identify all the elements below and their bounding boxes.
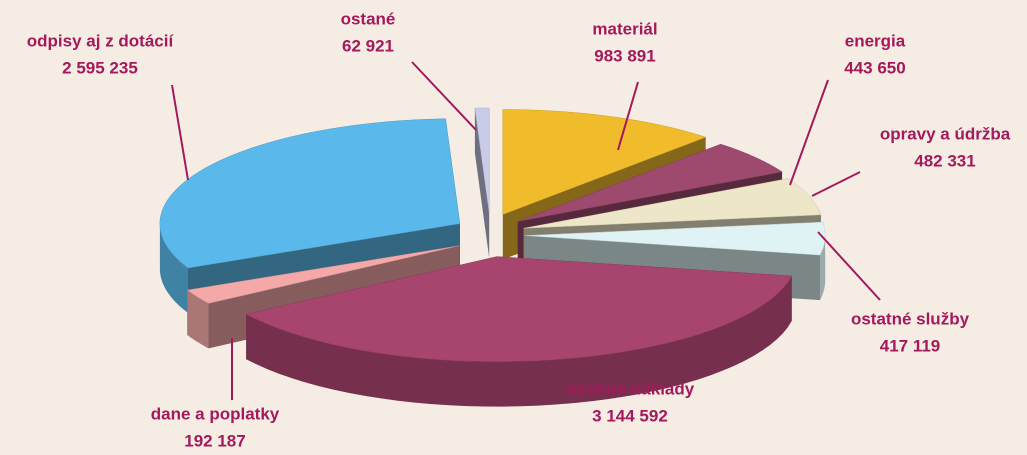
slice-label: odpisy aj z dotácií <box>27 31 175 50</box>
value-label: 192 187 <box>184 431 245 450</box>
slice-label: dane a poplatky <box>151 404 280 423</box>
value-label: 2 595 235 <box>62 58 138 77</box>
leader-line <box>171 84 189 181</box>
slice <box>502 109 707 215</box>
slice-side <box>159 223 188 313</box>
value-label: 417 119 <box>880 336 941 355</box>
slice-wall <box>474 108 490 258</box>
slice-side <box>820 235 826 301</box>
slice-side <box>246 276 792 407</box>
slice-group <box>474 107 490 258</box>
value-label: 482 331 <box>914 151 975 170</box>
slice <box>517 143 783 222</box>
value-label: 62 921 <box>342 36 394 55</box>
slice-label: opravy a údržba <box>880 124 1011 143</box>
leader-line <box>811 171 861 197</box>
value-label: 983 891 <box>594 46 655 65</box>
slice-label: ostané <box>341 9 396 28</box>
slice <box>245 256 793 362</box>
slice-label: osobné náklady <box>566 379 695 398</box>
value-label: 443 650 <box>844 58 905 77</box>
labels: materiál 983 891 energia 443 650 opravy a úd… <box>27 9 1011 450</box>
leader-line <box>789 79 829 186</box>
slice <box>159 118 461 269</box>
slice <box>523 178 822 229</box>
slice <box>474 107 490 214</box>
slice-label: energia <box>845 31 906 50</box>
slice-side <box>187 290 209 349</box>
slice-group <box>245 256 793 407</box>
leader-line <box>617 81 639 151</box>
leader-line <box>817 231 881 301</box>
value-label: 3 144 592 <box>592 406 668 425</box>
slice <box>186 245 460 304</box>
slice-label: ostatné služby <box>851 309 970 328</box>
leader-line <box>411 61 477 131</box>
slice-label: materiál <box>592 19 657 38</box>
pie <box>159 107 826 407</box>
